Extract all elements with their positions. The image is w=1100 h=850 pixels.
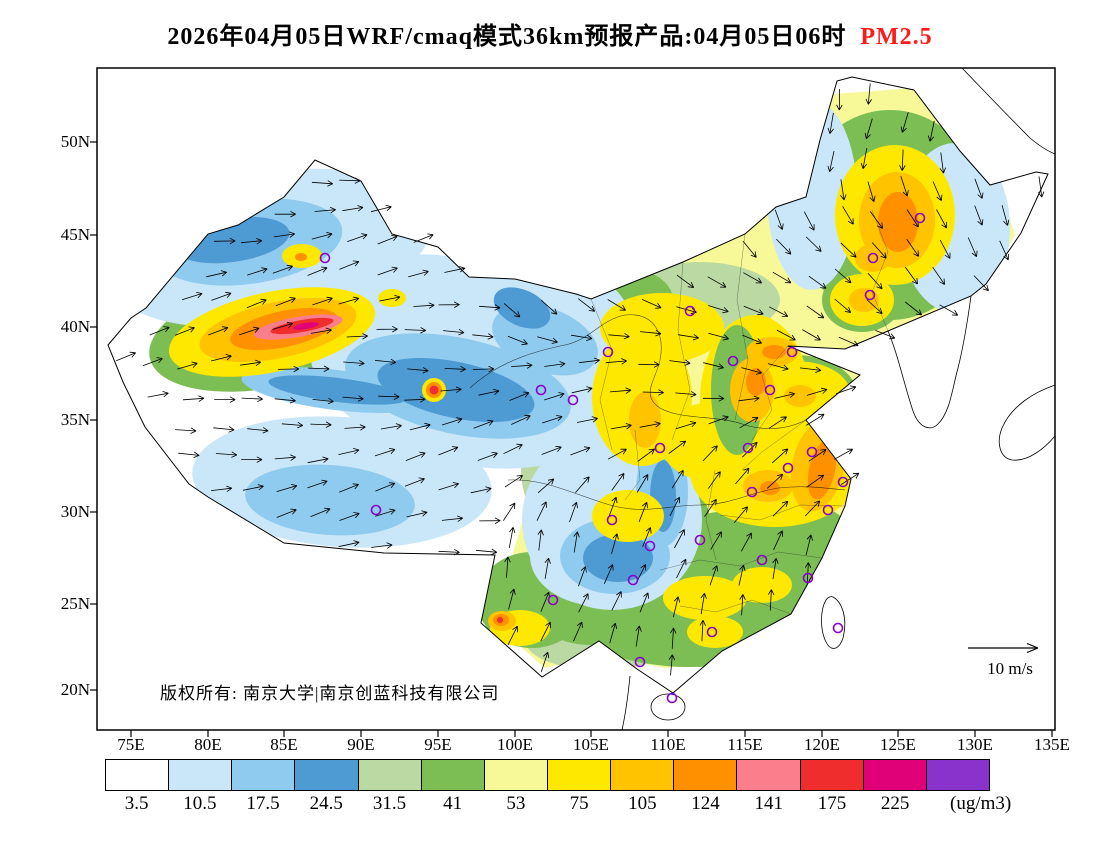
lon-tick-label: 90E	[347, 735, 375, 754]
colorbar-tick-label: 105	[628, 793, 657, 814]
coastlines	[621, 67, 1056, 731]
map-frame	[96, 67, 1056, 731]
copyright-text: 版权所有: 南京大学|南京创蓝科技有限公司	[160, 684, 500, 703]
colorbar-unit: (ug/m3)	[950, 793, 1012, 814]
lon-tick-label: 130E	[957, 735, 993, 754]
colorbar-segment	[926, 760, 989, 790]
colorbar-labels: (ug/m3) 3.5 10.5 17.5 24.5 31.5 41 53 75 105 124 1…	[105, 793, 1100, 817]
lat-tick-label: 40N	[60, 317, 90, 336]
colorbar-tick-label: 3.5	[124, 793, 149, 814]
colorbar-segment	[169, 760, 233, 790]
lat-tick-label: 20N	[60, 680, 90, 699]
colorbar-segment	[674, 760, 738, 790]
axis-ticks	[90, 141, 1053, 737]
colorbar-tick-label: 225	[880, 793, 910, 814]
lon-tick-label: 100E	[497, 735, 533, 754]
lon-tick-label: 80E	[194, 735, 222, 754]
lat-tick-label: 50N	[60, 132, 90, 151]
lon-tick-label: 85E	[270, 735, 298, 754]
lon-tick-label: 75E	[117, 735, 145, 754]
lat-tick-label: 25N	[60, 594, 90, 613]
colorbar-segment	[421, 760, 485, 790]
lon-tick-label: 105E	[573, 735, 609, 754]
title-pollutant: PM2.5	[860, 24, 933, 50]
colorbar-tick-label: 41	[443, 793, 463, 814]
station-markers	[319, 212, 926, 704]
colorbar-tick-label: 124	[691, 793, 720, 814]
pm25-contour-field	[108, 77, 1048, 720]
colorbar-segment	[611, 760, 675, 790]
colorbar	[105, 759, 990, 791]
colorbar-segment	[737, 760, 801, 790]
colorbar-tick-label: 141	[754, 793, 784, 814]
lon-tick-label: 115E	[727, 735, 763, 754]
colorbar-tick-label: 24.5	[309, 793, 343, 814]
hainan-island	[650, 693, 686, 721]
lat-tick-label: 35N	[60, 410, 90, 429]
colorbar-tick-label: 10.5	[183, 793, 217, 814]
taiwan-island	[821, 596, 846, 649]
wind-scale-label: 10 m/s	[987, 659, 1033, 678]
lat-tick-label: 45N	[60, 225, 90, 244]
colorbar-tick-label: 75	[569, 793, 589, 814]
wind-scale-arrow-icon	[968, 642, 1039, 654]
lon-tick-label: 135E	[1034, 735, 1070, 754]
lon-tick-label: 110E	[650, 735, 686, 754]
colorbar-tick-label: 17.5	[246, 793, 280, 814]
wind-vectors	[116, 83, 1045, 676]
colorbar-segment	[863, 760, 927, 790]
colorbar-segment	[106, 760, 170, 790]
colorbar-tick-label: 31.5	[372, 793, 407, 814]
lon-tick-label: 125E	[880, 735, 916, 754]
lon-tick-label: 120E	[804, 735, 840, 754]
page-title: 2026年04月05日WRF/cmaq模式36km预报产品:04月05日06时 P…	[0, 16, 1100, 51]
colorbar-segment	[800, 760, 864, 790]
colorbar-segment	[295, 760, 359, 790]
colorbar-segment	[484, 760, 548, 790]
lat-tick-label: 30N	[60, 502, 90, 521]
colorbar-segment	[358, 760, 422, 790]
lon-tick-label: 95E	[424, 735, 452, 754]
colorbar-segment	[547, 760, 612, 790]
china-border	[107, 76, 1049, 694]
title-main: 2026年04月05日WRF/cmaq模式36km预报产品:04月05日06时	[167, 24, 847, 50]
colorbar-tick-label: 175	[817, 793, 847, 814]
colorbar-segment	[232, 760, 296, 790]
colorbar-tick-label: 53	[506, 793, 526, 814]
